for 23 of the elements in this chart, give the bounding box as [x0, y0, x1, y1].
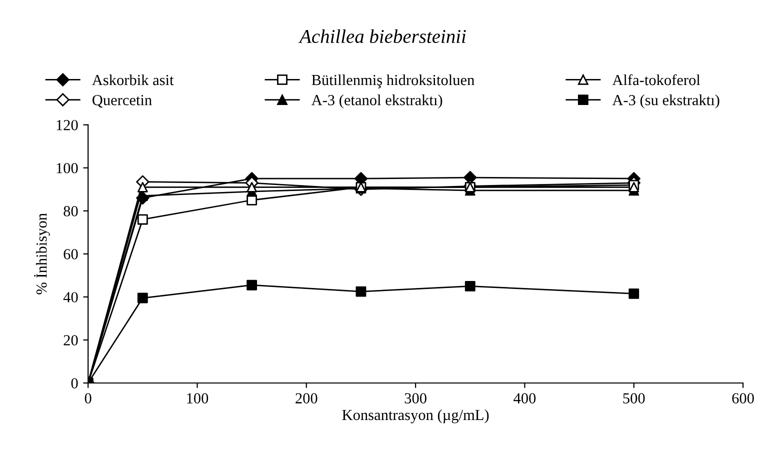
- y-tick-label: 100: [56, 162, 78, 174]
- y-axis-title: % İnhibisyon: [34, 213, 50, 294]
- legend-label: Bütillenmiş hidroksitoluen: [312, 74, 474, 88]
- y-tick-label: 20: [64, 335, 78, 346]
- x-tick-label: 100: [187, 393, 208, 404]
- x-tick-label: 300: [404, 393, 426, 404]
- x-tick-label: 500: [623, 393, 645, 404]
- legend-label: A-3 (su ekstraktı): [612, 94, 720, 108]
- legend-label: Alfa-tokoferol: [612, 74, 700, 86]
- x-tick-label: 200: [296, 393, 318, 404]
- y-tick-label: 0: [71, 378, 78, 388]
- y-tick-label: 80: [64, 206, 78, 216]
- x-tick-label: 600: [732, 393, 754, 404]
- chart-title: Achillea biebersteinii: [298, 29, 466, 44]
- x-tick-label: 400: [514, 393, 536, 404]
- y-tick-label: 40: [63, 292, 78, 302]
- y-tick-label: 120: [56, 120, 78, 130]
- x-tick-label: 0: [84, 393, 92, 404]
- legend-label: Quercetin: [92, 95, 152, 108]
- legend-label: Askorbik asit: [92, 74, 174, 86]
- legend-label: A-3 (etanol ekstraktı): [311, 94, 442, 108]
- y-tick-label: 60: [64, 249, 78, 260]
- x-axis-title: Konsantrasyon (µg/mL): [342, 409, 489, 424]
